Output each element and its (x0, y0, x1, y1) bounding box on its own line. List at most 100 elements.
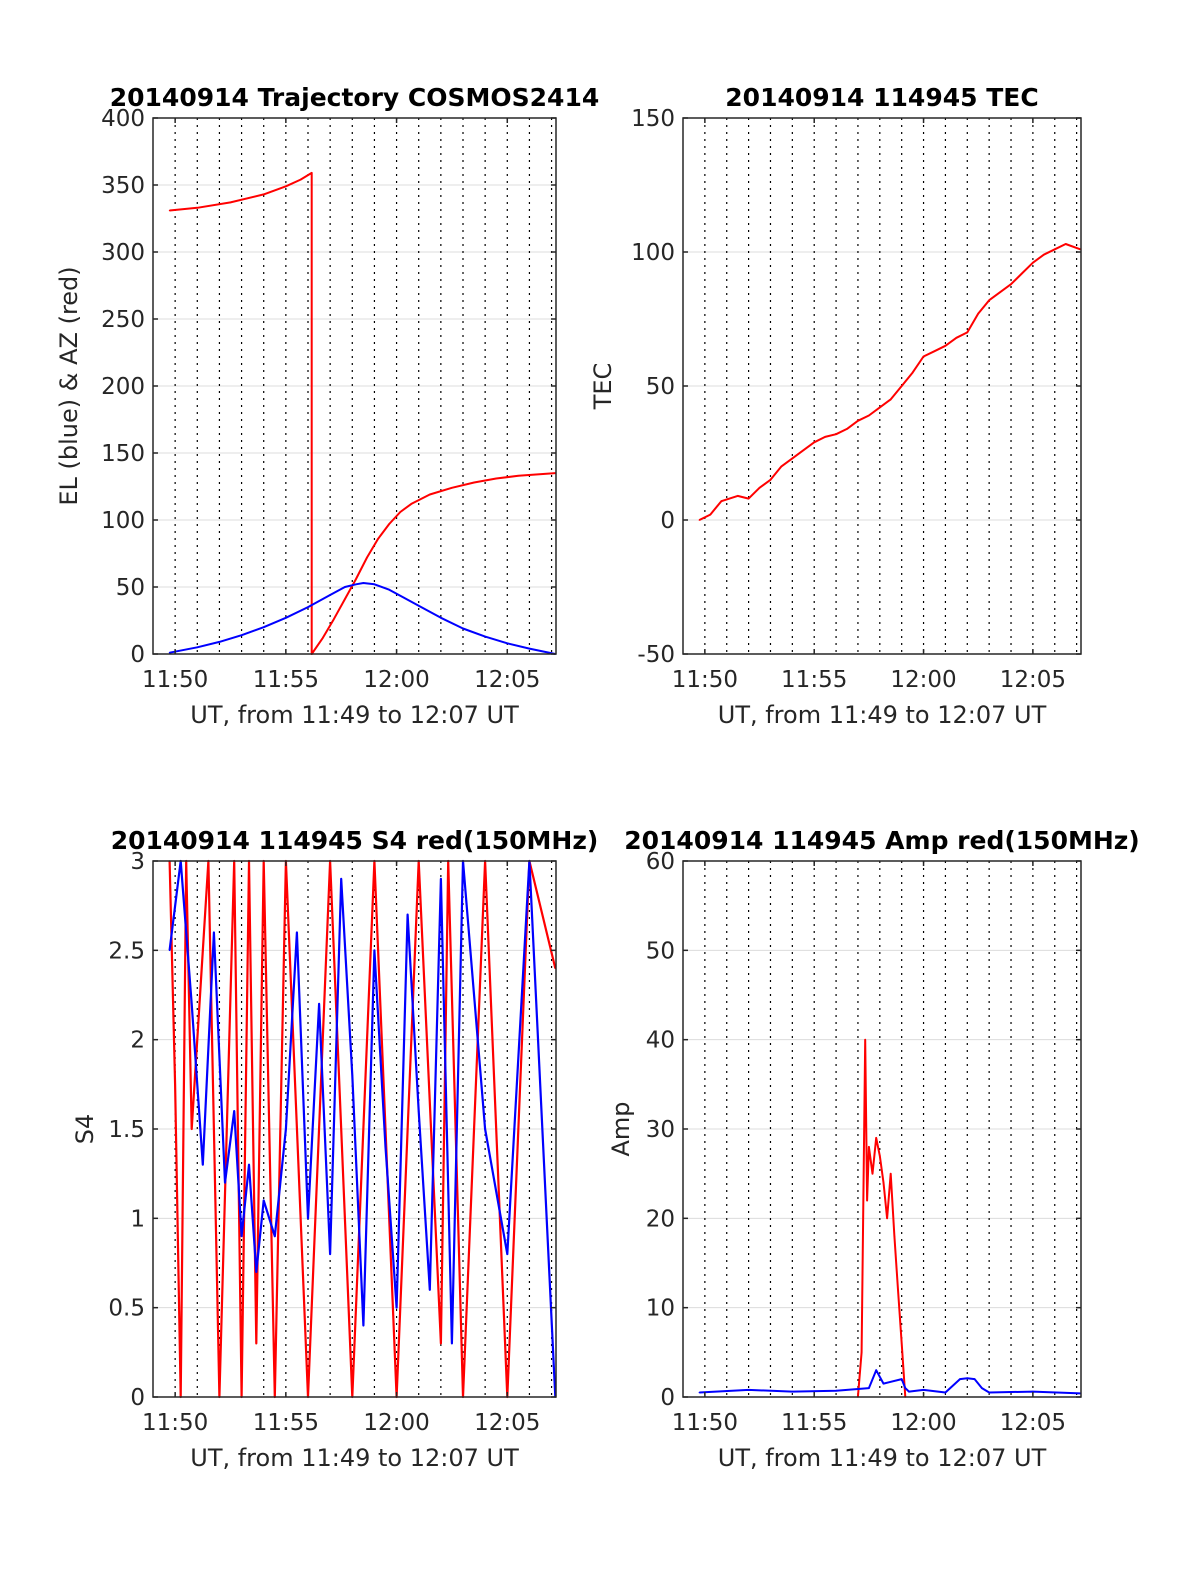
amp-series-1-point (944, 1391, 947, 1394)
traj-series-1-point (440, 617, 442, 619)
amp-series-1-point (1032, 1390, 1034, 1393)
tec-series-0-point (824, 436, 826, 438)
x-tick-label: 12:00 (363, 1410, 429, 1436)
tec-series-0-point (1054, 248, 1056, 251)
tec-title: 20140914 114945 TEC (725, 83, 1038, 112)
y-tick-label: 250 (101, 307, 145, 333)
x-tick-label: 12:00 (363, 667, 429, 693)
amp-series-0-point (897, 1289, 899, 1291)
y-tick-label: 50 (116, 575, 145, 601)
tec-series-0-point (780, 465, 783, 468)
traj-chart: 0 50 100 150 200 250 300 350 400 11:50 11:55 12:00 1… (55, 83, 599, 729)
traj-series-0-point (495, 477, 498, 480)
x-tick-label: 12:05 (474, 667, 540, 693)
s4-series-0-point (174, 1083, 176, 1086)
s4-series-1-point (307, 1217, 309, 1220)
s4-series-1-point (224, 1181, 226, 1184)
traj-series-0-point (262, 193, 265, 196)
amp-series-1-point (868, 1387, 870, 1389)
x-tick-label: 12:05 (474, 1410, 540, 1436)
y-tick-label: 3 (130, 849, 145, 875)
tec-series-0-point (709, 513, 712, 516)
y-tick-label: 150 (631, 106, 675, 132)
s4-series-1-point (262, 1199, 265, 1202)
amp-series-1-point (875, 1369, 877, 1371)
tec-series-0-point (900, 385, 903, 387)
traj-series-1-point (484, 635, 486, 638)
tec-series-0-point (769, 479, 772, 481)
tec-series-0-point (879, 406, 881, 409)
s4-series-1-point (255, 1271, 258, 1273)
amp-series-0-point (893, 1235, 896, 1237)
amp-series-1-point (981, 1387, 983, 1389)
traj-series-0-point (473, 481, 475, 484)
amp-series-1-point (973, 1378, 976, 1380)
tec-series-0-point (736, 495, 739, 497)
traj-series-1-point (196, 646, 199, 649)
amp-series-1-point (747, 1389, 750, 1391)
traj-series-1-point (262, 626, 265, 628)
traj-series-1-point (362, 582, 365, 584)
s4-series-1-point (213, 931, 215, 934)
traj-series-1-point (285, 617, 287, 619)
traj-series-0-point (388, 523, 391, 525)
traj-series-1-point (462, 627, 464, 630)
traj-series-0-point (196, 207, 199, 209)
traj-series-0-point (310, 172, 313, 174)
y-tick-label: -50 (637, 642, 675, 668)
tec-chart: -50 0 50 100 150 11:50 11:55 12:00 12:05 20140914… (589, 83, 1082, 729)
traj-series-1-point (344, 586, 346, 588)
tec-series-0-point (922, 355, 925, 358)
amp-series-1-point (908, 1390, 910, 1393)
y-tick-label: 100 (101, 508, 145, 534)
s4-chart: 0 0.5 1 1.5 2 2.5 3 11:50 11:55 12:00 12:05 2014091… (71, 826, 598, 1472)
traj-series-1-point (329, 594, 331, 596)
x-tick-label: 11:55 (253, 667, 319, 693)
tec-series-0-point (944, 345, 947, 347)
s4-series-0-point (440, 1342, 442, 1345)
traj-series-0-point (322, 637, 324, 639)
s4-series-1-point (395, 1306, 398, 1309)
amp-title: 20140914 114945 Amp red(150MHz) (624, 826, 1140, 855)
traj-series-0-point (517, 475, 520, 477)
traj-series-1-point (403, 596, 405, 599)
tec-series-0-point (933, 350, 936, 353)
amp-series-0-point (879, 1155, 881, 1157)
tec-series-0-point (988, 299, 990, 302)
traj-series-0-point (429, 493, 431, 496)
s4-series-1-point (296, 931, 298, 934)
x-tick-label: 12:00 (890, 667, 956, 693)
tec-series-0-point (747, 497, 750, 500)
traj-series-1-point (388, 588, 391, 591)
amp-series-1-point (882, 1382, 885, 1385)
tec-series-0-point (1043, 253, 1045, 256)
s4-series-1-point (329, 1253, 331, 1255)
amp-series-0-point (868, 1146, 870, 1148)
s4-series-1-point (274, 1235, 276, 1237)
traj-xlabel: UT, from 11:49 to 12:07 UT (190, 701, 519, 729)
s4-xlabel: UT, from 11:49 to 12:07 UT (190, 1444, 519, 1472)
tec-series-0-point (868, 414, 870, 417)
tec-series-0-point (698, 519, 701, 521)
y-tick-label: 350 (101, 173, 145, 199)
traj-series-0-point (366, 556, 368, 559)
traj-series-0-point (285, 185, 287, 188)
traj-series-0-point (377, 538, 379, 540)
s4-series-1-point (506, 1253, 509, 1255)
traj-series-1-point (355, 583, 357, 586)
tec-series-0-point (846, 428, 848, 430)
y-tick-label: 0 (660, 508, 675, 534)
s4-series-0-point (190, 1128, 193, 1130)
tec-series-0-point (911, 371, 914, 374)
s4-series-1-point (429, 1289, 431, 1291)
traj-title: 20140914 Trajectory COSMOS2414 (110, 83, 600, 112)
y-tick-label: 0 (660, 1385, 675, 1411)
x-tick-label: 12:05 (1000, 1410, 1066, 1436)
traj-series-0-point (168, 209, 171, 212)
x-tick-label: 11:55 (781, 667, 847, 693)
tec-series-0-point (1021, 272, 1023, 275)
y-tick-label: 200 (101, 374, 145, 400)
y-tick-label: 0 (130, 642, 145, 668)
amp-series-1-point (922, 1389, 925, 1391)
